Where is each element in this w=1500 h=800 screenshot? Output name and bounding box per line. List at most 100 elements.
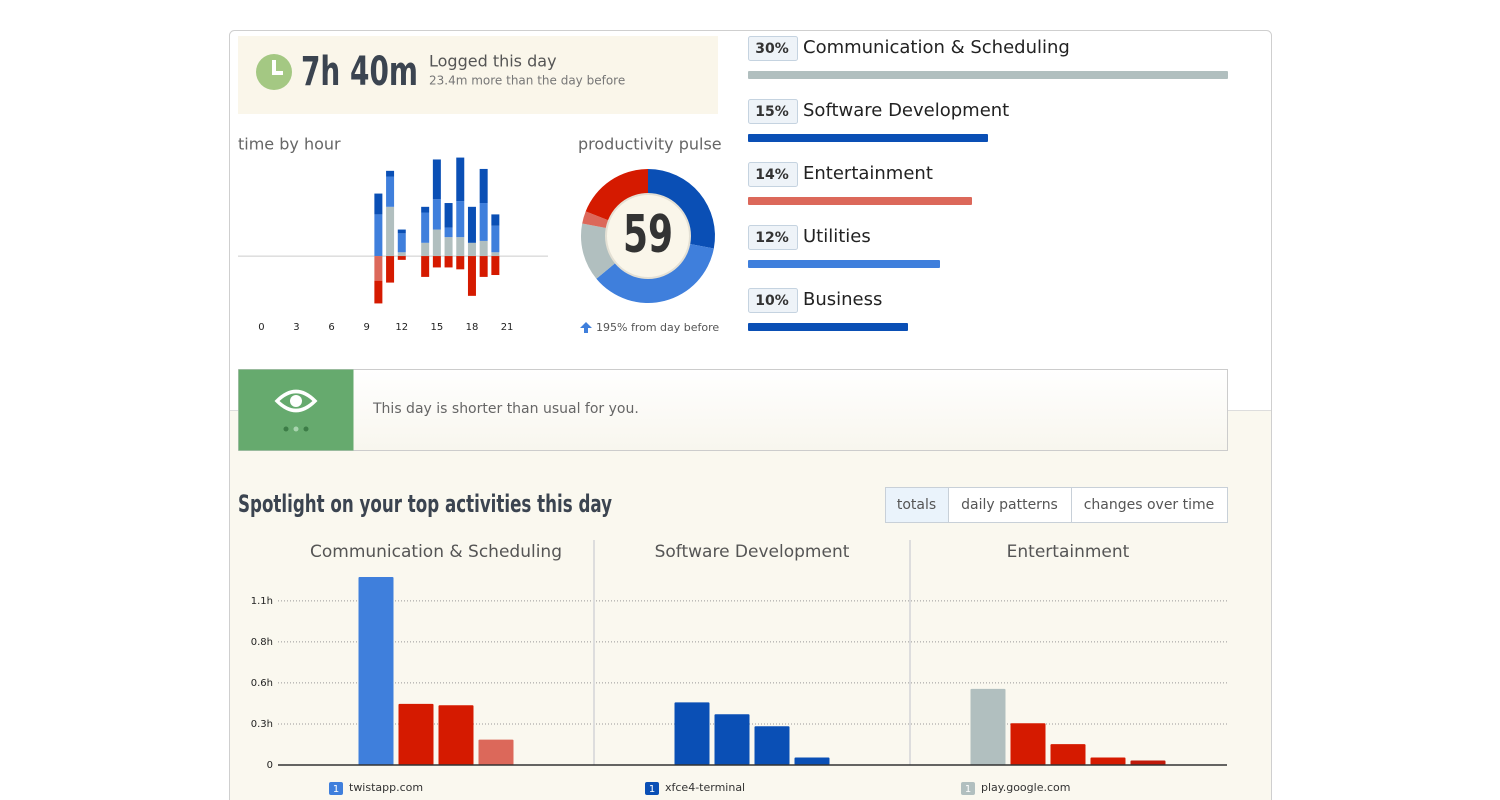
dot — [293, 426, 299, 432]
eye-pupil — [290, 395, 302, 407]
rank-badge — [645, 782, 659, 795]
hour-bar-segment — [491, 214, 500, 226]
x-tick-label: 15 — [431, 322, 444, 333]
tab[interactable] — [1071, 487, 1228, 523]
hour-bar-segment — [432, 199, 441, 230]
x-tick-label: 12 — [395, 322, 408, 333]
percent-label: 14% — [755, 167, 789, 183]
tab-label[interactable]: daily patterns — [961, 497, 1058, 513]
hour-bar-segment — [456, 201, 465, 238]
hour-bar-segment — [444, 256, 453, 268]
y-tick-label: 0.3h — [251, 719, 273, 730]
hour-bar-segment — [444, 203, 453, 228]
rank-number: 1 — [649, 784, 655, 795]
category-bar — [748, 323, 908, 331]
tab-label[interactable]: totals — [897, 497, 936, 513]
percent-badge — [748, 288, 798, 313]
hour-bar-segment — [456, 157, 465, 202]
hour-bar-segment — [421, 206, 430, 213]
category-name: Communication & Scheduling — [803, 37, 1070, 58]
hour-bar-segment — [421, 242, 430, 257]
tab[interactable] — [885, 487, 949, 523]
hour-bar-segment — [374, 256, 383, 281]
hour-chart-title: time by hour — [238, 135, 341, 154]
activity-bar — [970, 688, 1006, 765]
pulse-score: 59 — [623, 205, 673, 265]
activity-bar — [438, 705, 474, 765]
dot — [303, 426, 309, 432]
activity-bar — [754, 726, 790, 765]
hour-bar-segment — [444, 237, 453, 257]
notice-box — [238, 369, 1228, 451]
percent-badge — [748, 99, 798, 124]
hour-bar-segment — [432, 256, 441, 268]
percent-label: 12% — [755, 230, 789, 246]
pulse-segment — [581, 223, 618, 279]
y-tick-label: 0 — [267, 760, 273, 771]
rank-badge — [329, 782, 343, 795]
category-bar — [748, 71, 1228, 79]
hour-bar-segment — [421, 212, 430, 243]
panel-title: Entertainment — [1007, 542, 1130, 562]
activity-bar — [1130, 760, 1166, 765]
hour-bar-segment — [386, 176, 395, 207]
activity-bar — [1010, 723, 1046, 765]
pulse-note: 195% from day before — [596, 321, 719, 334]
top-item-name: xfce4-terminal — [665, 781, 745, 794]
category-bar — [748, 134, 988, 142]
x-tick-label: 18 — [466, 322, 479, 333]
hour-bar-segment — [386, 170, 395, 177]
pulse-segment — [585, 169, 648, 222]
panel-title: Software Development — [655, 542, 850, 562]
total-change: 23.4m more than the day before — [429, 74, 625, 88]
total-time: 7h 40m — [301, 49, 418, 95]
hour-bar-segment — [444, 227, 453, 238]
up-arrow — [580, 322, 592, 333]
activity-bar — [358, 576, 394, 765]
category-bar — [748, 197, 972, 205]
top-item-name: play.google.com — [981, 781, 1070, 794]
hour-bar-segment — [374, 280, 383, 304]
summary-box — [238, 36, 718, 114]
activity-bar — [794, 757, 830, 765]
spotlight-title: Spotlight on your top activities this da… — [238, 490, 612, 518]
notice-text: This day is shorter than usual for you. — [372, 401, 639, 417]
activity-bar — [398, 703, 434, 765]
rank-badge — [961, 782, 975, 795]
percent-badge — [748, 225, 798, 250]
hour-bar-segment — [374, 193, 383, 215]
category-name: Business — [803, 289, 882, 310]
percent-label: 10% — [755, 293, 789, 309]
activity-bar — [478, 739, 514, 765]
hour-bar-segment — [386, 256, 395, 283]
percent-label: 15% — [755, 104, 789, 120]
x-tick-label: 9 — [363, 322, 369, 333]
activity-bar — [674, 702, 710, 765]
hour-bar-segment — [491, 256, 500, 276]
y-tick-label: 0.8h — [251, 637, 273, 648]
percent-label: 30% — [755, 41, 789, 57]
activity-bar — [714, 714, 750, 765]
panel-title: Communication & Scheduling — [310, 542, 562, 562]
hour-bar-segment — [397, 229, 406, 234]
rank-number: 1 — [333, 784, 339, 795]
hour-bar-segment — [479, 203, 488, 241]
hour-bar-segment — [421, 256, 430, 277]
hour-bar-segment — [467, 256, 476, 296]
category-name: Utilities — [803, 226, 871, 247]
pulse-segment — [582, 211, 611, 229]
eye-icon — [274, 389, 318, 413]
tab-label[interactable]: changes over time — [1084, 497, 1215, 513]
hour-bar-segment — [491, 252, 500, 257]
x-tick-label: 0 — [258, 322, 264, 333]
x-tick-label: 21 — [501, 322, 514, 333]
rank-number: 1 — [965, 784, 971, 795]
pulse-segment — [648, 169, 716, 249]
category-bar — [748, 260, 940, 268]
hour-bar-segment — [456, 237, 465, 257]
total-label: Logged this day — [429, 52, 557, 71]
hour-bar-segment — [467, 206, 476, 243]
hour-bar-segment — [386, 206, 395, 257]
percent-badge — [748, 162, 798, 187]
